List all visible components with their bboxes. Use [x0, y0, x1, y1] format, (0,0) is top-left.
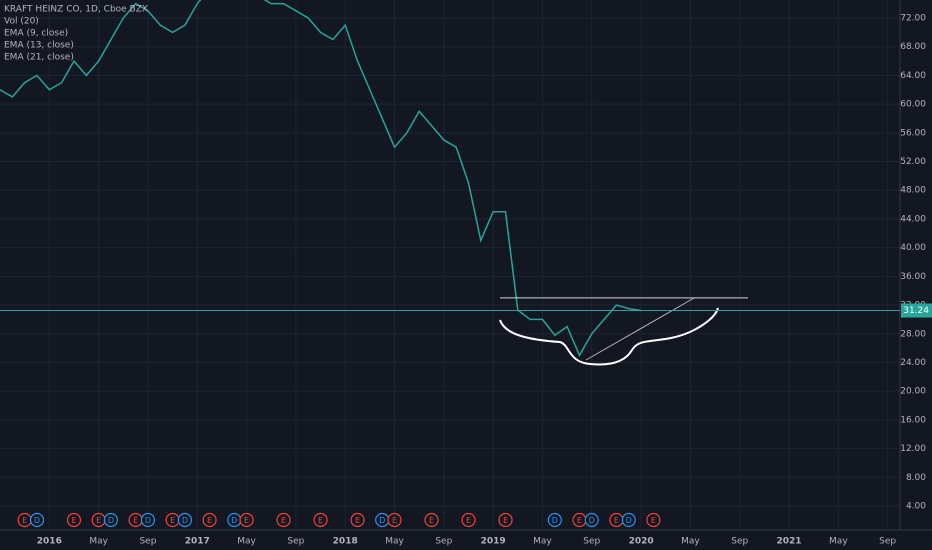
event-label: D	[231, 516, 237, 525]
y-tick-label: 4.00	[906, 502, 926, 512]
event-marker	[584, 512, 599, 528]
y-tick-label: 68.00	[900, 42, 926, 52]
event-marker	[140, 512, 156, 528]
event-marker	[424, 512, 439, 528]
event-label: E	[651, 516, 656, 525]
x-tick-label: May	[681, 537, 700, 547]
y-tick-label: 60.00	[900, 100, 926, 110]
event-marker	[313, 512, 328, 528]
event-label: E	[207, 516, 212, 525]
x-tick-label: 2017	[185, 537, 210, 547]
event-label: E	[429, 516, 434, 525]
y-tick-label: 20.00	[900, 387, 926, 397]
event-label: E	[244, 516, 249, 525]
event-label: E	[133, 516, 138, 525]
grid	[0, 0, 900, 530]
event-label: D	[108, 516, 114, 525]
event-label: E	[503, 516, 508, 525]
chart-title: KRAFT HEINZ CO, 1D, Cboe BZX	[4, 5, 148, 15]
event-marker	[498, 512, 513, 528]
event-label: E	[22, 516, 27, 525]
last-price-badge	[901, 303, 932, 318]
event-label: E	[614, 516, 619, 525]
event-label: D	[379, 516, 385, 525]
x-tick-label: 2021	[777, 537, 802, 547]
event-marker	[202, 512, 217, 528]
event-label: D	[552, 516, 558, 525]
y-tick-label: 28.00	[900, 329, 926, 339]
y-tick-label: 12.00	[900, 444, 926, 454]
x-tick-label: Sep	[435, 537, 452, 547]
y-tick-label: 16.00	[900, 415, 926, 425]
price-line	[0, 0, 642, 357]
x-tick-label: Sep	[583, 537, 600, 547]
event-marker	[29, 512, 45, 528]
trend-line	[585, 297, 695, 361]
event-label: E	[96, 516, 101, 525]
x-tick-label: 2016	[37, 537, 62, 547]
x-tick-label: May	[237, 537, 256, 547]
y-tick-label: 72.00	[900, 14, 926, 24]
indicator: EMA (13, close)	[4, 41, 74, 51]
event-label: E	[466, 516, 471, 525]
event-marker	[177, 512, 193, 528]
plot	[0, 0, 642, 357]
event-label: E	[170, 516, 175, 525]
event-marker	[239, 512, 254, 528]
event-label: E	[392, 516, 397, 525]
event-marker	[646, 512, 661, 528]
event-marker	[387, 512, 402, 528]
y-tick-label: 44.00	[900, 214, 926, 224]
y-tick-label: 64.00	[900, 71, 926, 81]
event-label: D	[589, 516, 595, 525]
x-tick-label: Sep	[879, 537, 896, 547]
x-tick-label: 2020	[629, 537, 654, 547]
indicator: EMA (21, close)	[4, 53, 74, 63]
event-label: E	[577, 516, 582, 525]
x-tick-label: May	[385, 537, 404, 547]
x-tick-label: Sep	[287, 537, 304, 547]
x-tick-label: May	[89, 537, 108, 547]
event-marker	[103, 512, 119, 528]
event-marker	[547, 512, 562, 528]
event-marker	[461, 512, 476, 528]
event-label: D	[182, 516, 188, 525]
y-tick-label: 56.00	[900, 128, 926, 138]
event-label: E	[281, 516, 286, 525]
event-label: E	[71, 516, 76, 525]
y-tick-label: 36.00	[900, 272, 926, 282]
x-tick-label: 2019	[481, 537, 506, 547]
x-tick-label: May	[533, 537, 552, 547]
event-marker	[621, 512, 636, 528]
event-label: D	[626, 516, 632, 525]
indicator: Vol (20)	[4, 17, 39, 27]
x-tick-label: Sep	[731, 537, 748, 547]
y-tick-label: 40.00	[900, 243, 926, 253]
cup-handle-drawing	[499, 307, 719, 366]
last-price-label: 31.24	[903, 306, 929, 316]
x-tick-label: Sep	[139, 537, 156, 547]
event-marker	[276, 512, 291, 528]
x-tick-label: 2018	[333, 537, 358, 547]
y-tick-label: 48.00	[900, 186, 926, 196]
indicator: EMA (9, close)	[4, 29, 68, 39]
y-tick-label: 8.00	[906, 473, 926, 483]
event-label: D	[34, 516, 40, 525]
x-tick-label: May	[829, 537, 848, 547]
y-tick-label: 52.00	[900, 157, 926, 167]
y-tick-label: 24.00	[900, 358, 926, 368]
event-label: E	[355, 516, 360, 525]
event-label: E	[318, 516, 323, 525]
event-marker	[350, 512, 365, 528]
event-marker	[66, 512, 82, 528]
event-label: D	[145, 516, 151, 525]
